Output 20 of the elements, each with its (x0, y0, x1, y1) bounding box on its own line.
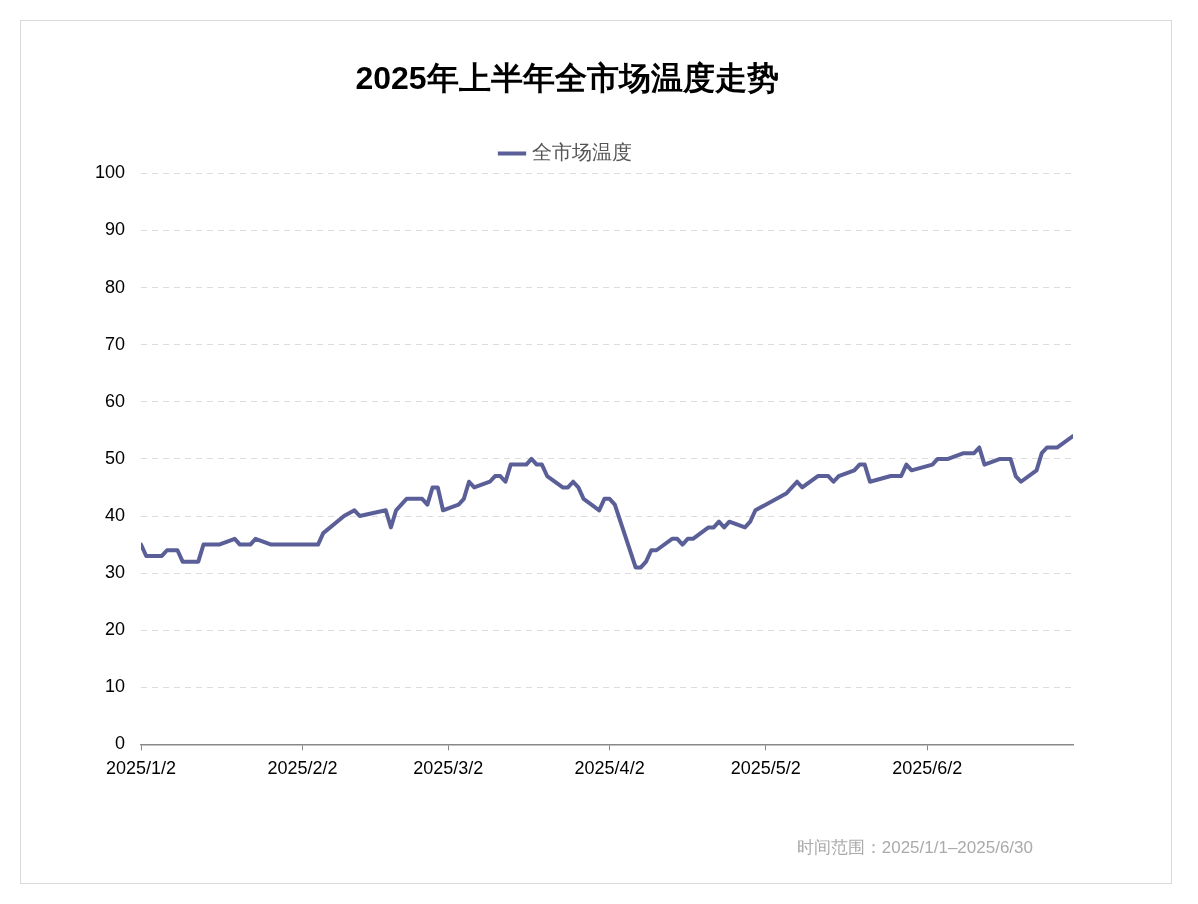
x-tick-label: 2025/6/2 (892, 758, 963, 779)
y-tick-label: 70 (104, 333, 125, 354)
x-tick-label: 2025/3/2 (413, 758, 484, 779)
chart-title: 2025年上半年全市场温度走势 (355, 60, 779, 97)
y-tick-label: 80 (104, 276, 125, 297)
y-tick-label: 60 (104, 390, 125, 411)
y-tick-label: 0 (114, 733, 125, 754)
x-tick-label: 2025/1/2 (105, 758, 177, 779)
y-tick-label: 30 (104, 562, 125, 583)
y-tick-label: 90 (104, 219, 125, 240)
y-tick-label: 40 (104, 504, 125, 525)
y-tick-label: 20 (104, 619, 125, 640)
x-tick-label: 2025/4/2 (574, 758, 645, 779)
legend-label: 全市场温度 (532, 140, 632, 163)
text: 时间范围：2025/1/1–2025/6/30 (796, 837, 1033, 859)
x-tick-label: 2025/2/2 (267, 758, 338, 779)
y-tick-label: 50 (104, 447, 125, 468)
y-tick-label: 100 (94, 162, 125, 183)
x-tick-label: 2025/5/2 (730, 758, 801, 779)
y-tick-label: 10 (104, 676, 125, 697)
